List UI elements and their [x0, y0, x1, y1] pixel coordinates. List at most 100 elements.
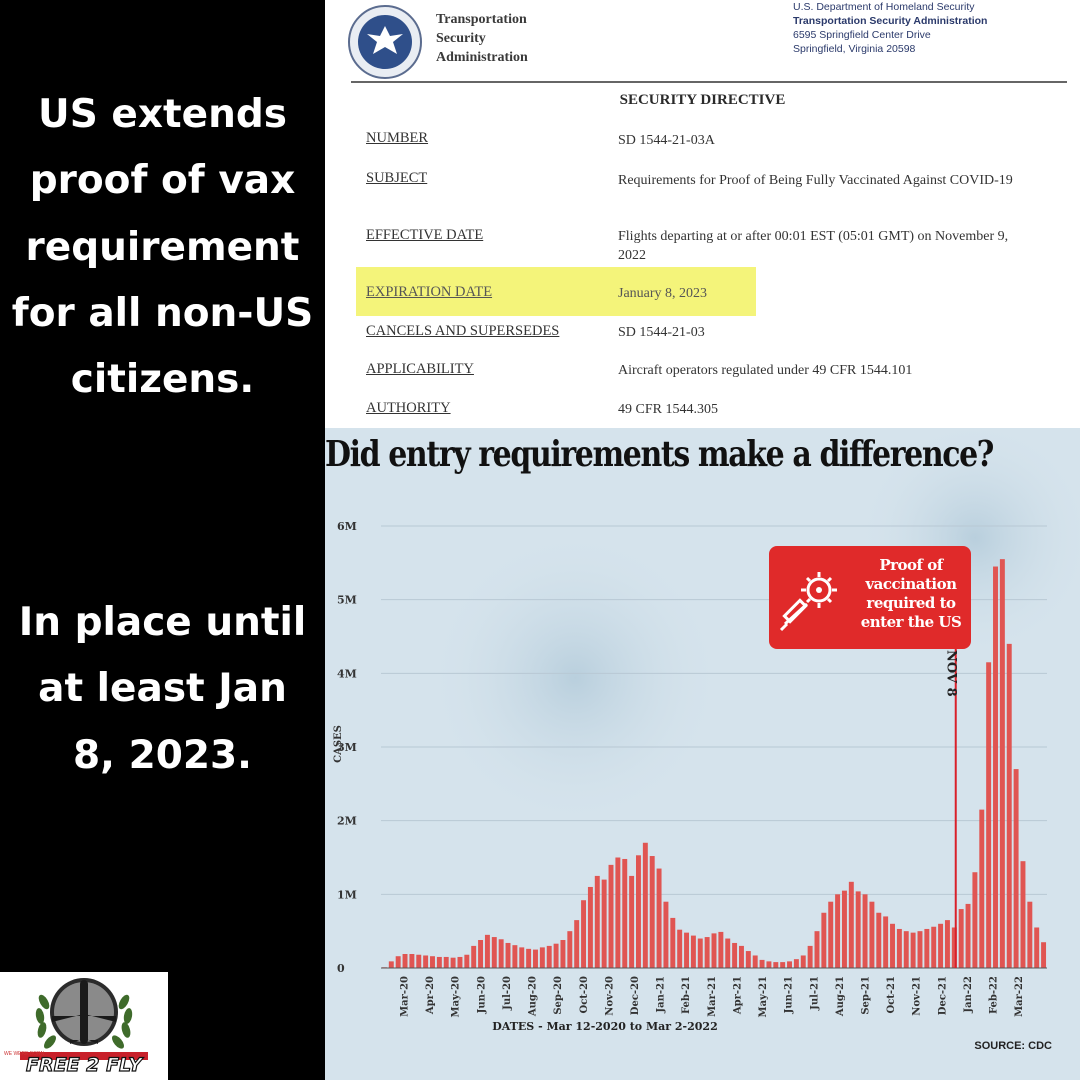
x-tick-label: Oct-20 — [579, 976, 590, 1014]
x-tick-label: Apr-20 — [425, 976, 436, 1015]
x-tick-label: Mar-20 — [400, 976, 411, 1017]
bar — [958, 909, 964, 968]
directive-title: SECURITY DIRECTIVE — [619, 92, 786, 108]
headline: US extends proof of vax requirement for … — [11, 92, 314, 403]
bar — [951, 927, 957, 968]
row-label-effective-date: EFFECTIVE DATE — [366, 227, 484, 243]
bar — [1020, 861, 1026, 968]
bar — [560, 940, 566, 968]
x-tick-label: Oct-21 — [886, 976, 897, 1014]
bar — [993, 566, 998, 968]
bar — [869, 901, 875, 968]
bar — [478, 940, 484, 968]
x-tick-label: Feb-21 — [681, 976, 692, 1014]
x-tick-label: Jan-22 — [963, 976, 974, 1014]
bar — [608, 864, 614, 968]
bar — [876, 912, 882, 968]
bar — [917, 931, 923, 968]
bar — [883, 916, 889, 968]
x-tick-label: Nov-21 — [912, 976, 923, 1016]
bar — [986, 662, 992, 968]
callout-text: Proof of vaccination required to enter t… — [860, 556, 962, 631]
x-axis-label: DATES - Mar 12-2020 to Mar 2-2022 — [492, 1020, 717, 1033]
x-tick-label: Jul-21 — [809, 976, 820, 1011]
cases-bar-chart: 0 1M 2M 3M 4M 5M 6M CASES Mar-20 Apr-20 May-20 Jun-… — [333, 428, 1080, 1033]
bar — [677, 929, 683, 968]
bar — [539, 947, 545, 968]
row-label-authority: AUTHORITY — [366, 400, 451, 416]
row-value-applicability: Aircraft operators regulated under 49 CF… — [618, 363, 913, 378]
bar — [457, 956, 463, 968]
bar — [787, 961, 792, 968]
logo-wordmark: FREE 2 FLY — [25, 1053, 142, 1076]
x-tick-label: Aug-21 — [835, 976, 846, 1017]
bar — [471, 945, 477, 968]
row-value-subject: Requirements for Proof of Being Fully Va… — [618, 173, 1013, 188]
bar — [800, 955, 806, 968]
x-tick-label: Jun-20 — [476, 976, 487, 1014]
x-tick-label: Aug-20 — [528, 976, 539, 1017]
x-tick-label: Feb-22 — [989, 976, 1000, 1014]
row-label-number: NUMBER — [366, 130, 429, 146]
in-place-until-text: In place until at least Jan 8, 2023. — [18, 600, 307, 778]
bar — [649, 856, 655, 968]
bar — [484, 934, 490, 968]
bar — [629, 875, 635, 968]
bar — [423, 955, 429, 968]
bar — [519, 947, 525, 968]
bar — [1041, 942, 1047, 968]
bar — [615, 857, 621, 968]
bar — [931, 926, 937, 968]
bar — [581, 900, 587, 968]
bar — [732, 942, 738, 968]
x-tick-label: Mar-22 — [1014, 976, 1025, 1017]
bar — [656, 868, 662, 968]
bar — [835, 894, 841, 968]
bar — [773, 962, 779, 968]
x-tick-label: Dec-20 — [630, 976, 641, 1015]
bar — [491, 937, 497, 968]
nov-8-marker-label: NOV 8 — [944, 650, 959, 697]
x-tick-label: Dec-21 — [937, 976, 948, 1015]
bar — [938, 923, 944, 968]
bar — [450, 957, 456, 968]
bar — [388, 961, 394, 968]
divider — [351, 81, 1067, 83]
bar — [793, 959, 799, 968]
bar — [553, 943, 559, 968]
bar — [972, 872, 978, 968]
bar — [395, 956, 401, 968]
bar — [965, 903, 971, 968]
cases-chart-panel: 0 1M 2M 3M 4M 5M 6M CASES Mar-20 Apr-20 May-20 Jun-… — [325, 428, 1080, 1080]
y-tick-label: 1M — [337, 888, 357, 901]
row-label-applicability: APPLICABILITY — [366, 361, 474, 377]
bar — [1006, 643, 1012, 968]
airplane-wreath-logo-icon — [20, 978, 148, 1060]
bar — [718, 931, 724, 968]
bar — [855, 891, 861, 968]
bar — [766, 961, 772, 968]
vaccination-callout: Proof of vaccination required to enter t… — [769, 546, 971, 649]
bar — [979, 809, 985, 968]
address-line: Springfield, Virginia 20598 — [793, 43, 916, 55]
bar — [416, 954, 422, 968]
bar — [924, 928, 930, 968]
x-tick-label: Nov-20 — [604, 976, 615, 1016]
bar — [526, 948, 532, 968]
bar — [862, 894, 868, 968]
bar — [533, 949, 538, 968]
row-value-effective-date: Flights departing at or after 00:01 EST … — [618, 229, 1009, 263]
x-tick-label: Mar-21 — [707, 976, 718, 1017]
bar — [512, 945, 518, 968]
bar — [780, 962, 786, 968]
row-value-number: SD 1544-21-03A — [618, 133, 715, 148]
chart-source: SOURCE: CDC — [974, 1040, 1052, 1052]
bar — [752, 955, 758, 968]
expiration-highlight — [356, 267, 756, 316]
bar — [745, 951, 751, 968]
y-tick-label: 3M — [337, 741, 357, 754]
bar — [498, 939, 504, 968]
bar — [430, 956, 435, 968]
chart-title: Did entry requirements make a difference… — [325, 434, 994, 476]
y-axis-label: CASES — [333, 725, 344, 763]
